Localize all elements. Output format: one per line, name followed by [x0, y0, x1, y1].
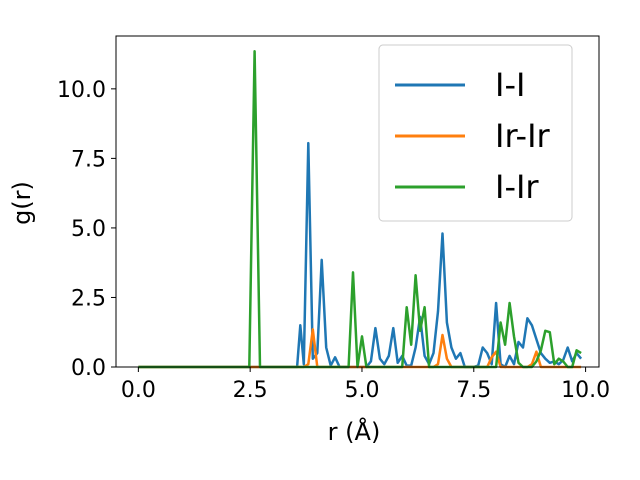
y-tick-label: 2.5	[71, 286, 106, 311]
x-tick-label: 0.0	[121, 378, 156, 403]
series-line-i-i	[138, 141, 583, 369]
y-tick-label: 0.0	[71, 356, 106, 381]
x-tick-label: 2.5	[233, 378, 268, 403]
x-tick-label: 10.0	[561, 378, 610, 403]
x-tick-label: 5.0	[344, 378, 379, 403]
axes-frame	[115, 35, 600, 368]
x-axis-label: r (Å)	[328, 417, 381, 446]
y-tick-label: 5.0	[71, 217, 106, 242]
y-axis: 0.0 2.5 5.0 7.5 10.0	[57, 78, 116, 381]
legend-label-i-ir: I-Ir	[495, 168, 539, 206]
y-axis-label: g(r)	[8, 181, 36, 225]
y-tick-label: 10.0	[57, 78, 106, 103]
legend: I-I Ir-Ir I-Ir	[378, 44, 573, 222]
y-tick-label: 7.5	[71, 147, 106, 172]
legend-label-i-i: I-I	[495, 66, 525, 104]
x-axis: 0.0 2.5 5.0 7.5 10.0	[121, 367, 610, 403]
x-tick-label: 7.5	[456, 378, 491, 403]
legend-box	[378, 44, 573, 222]
legend-label-ir-ir: Ir-Ir	[495, 117, 551, 155]
